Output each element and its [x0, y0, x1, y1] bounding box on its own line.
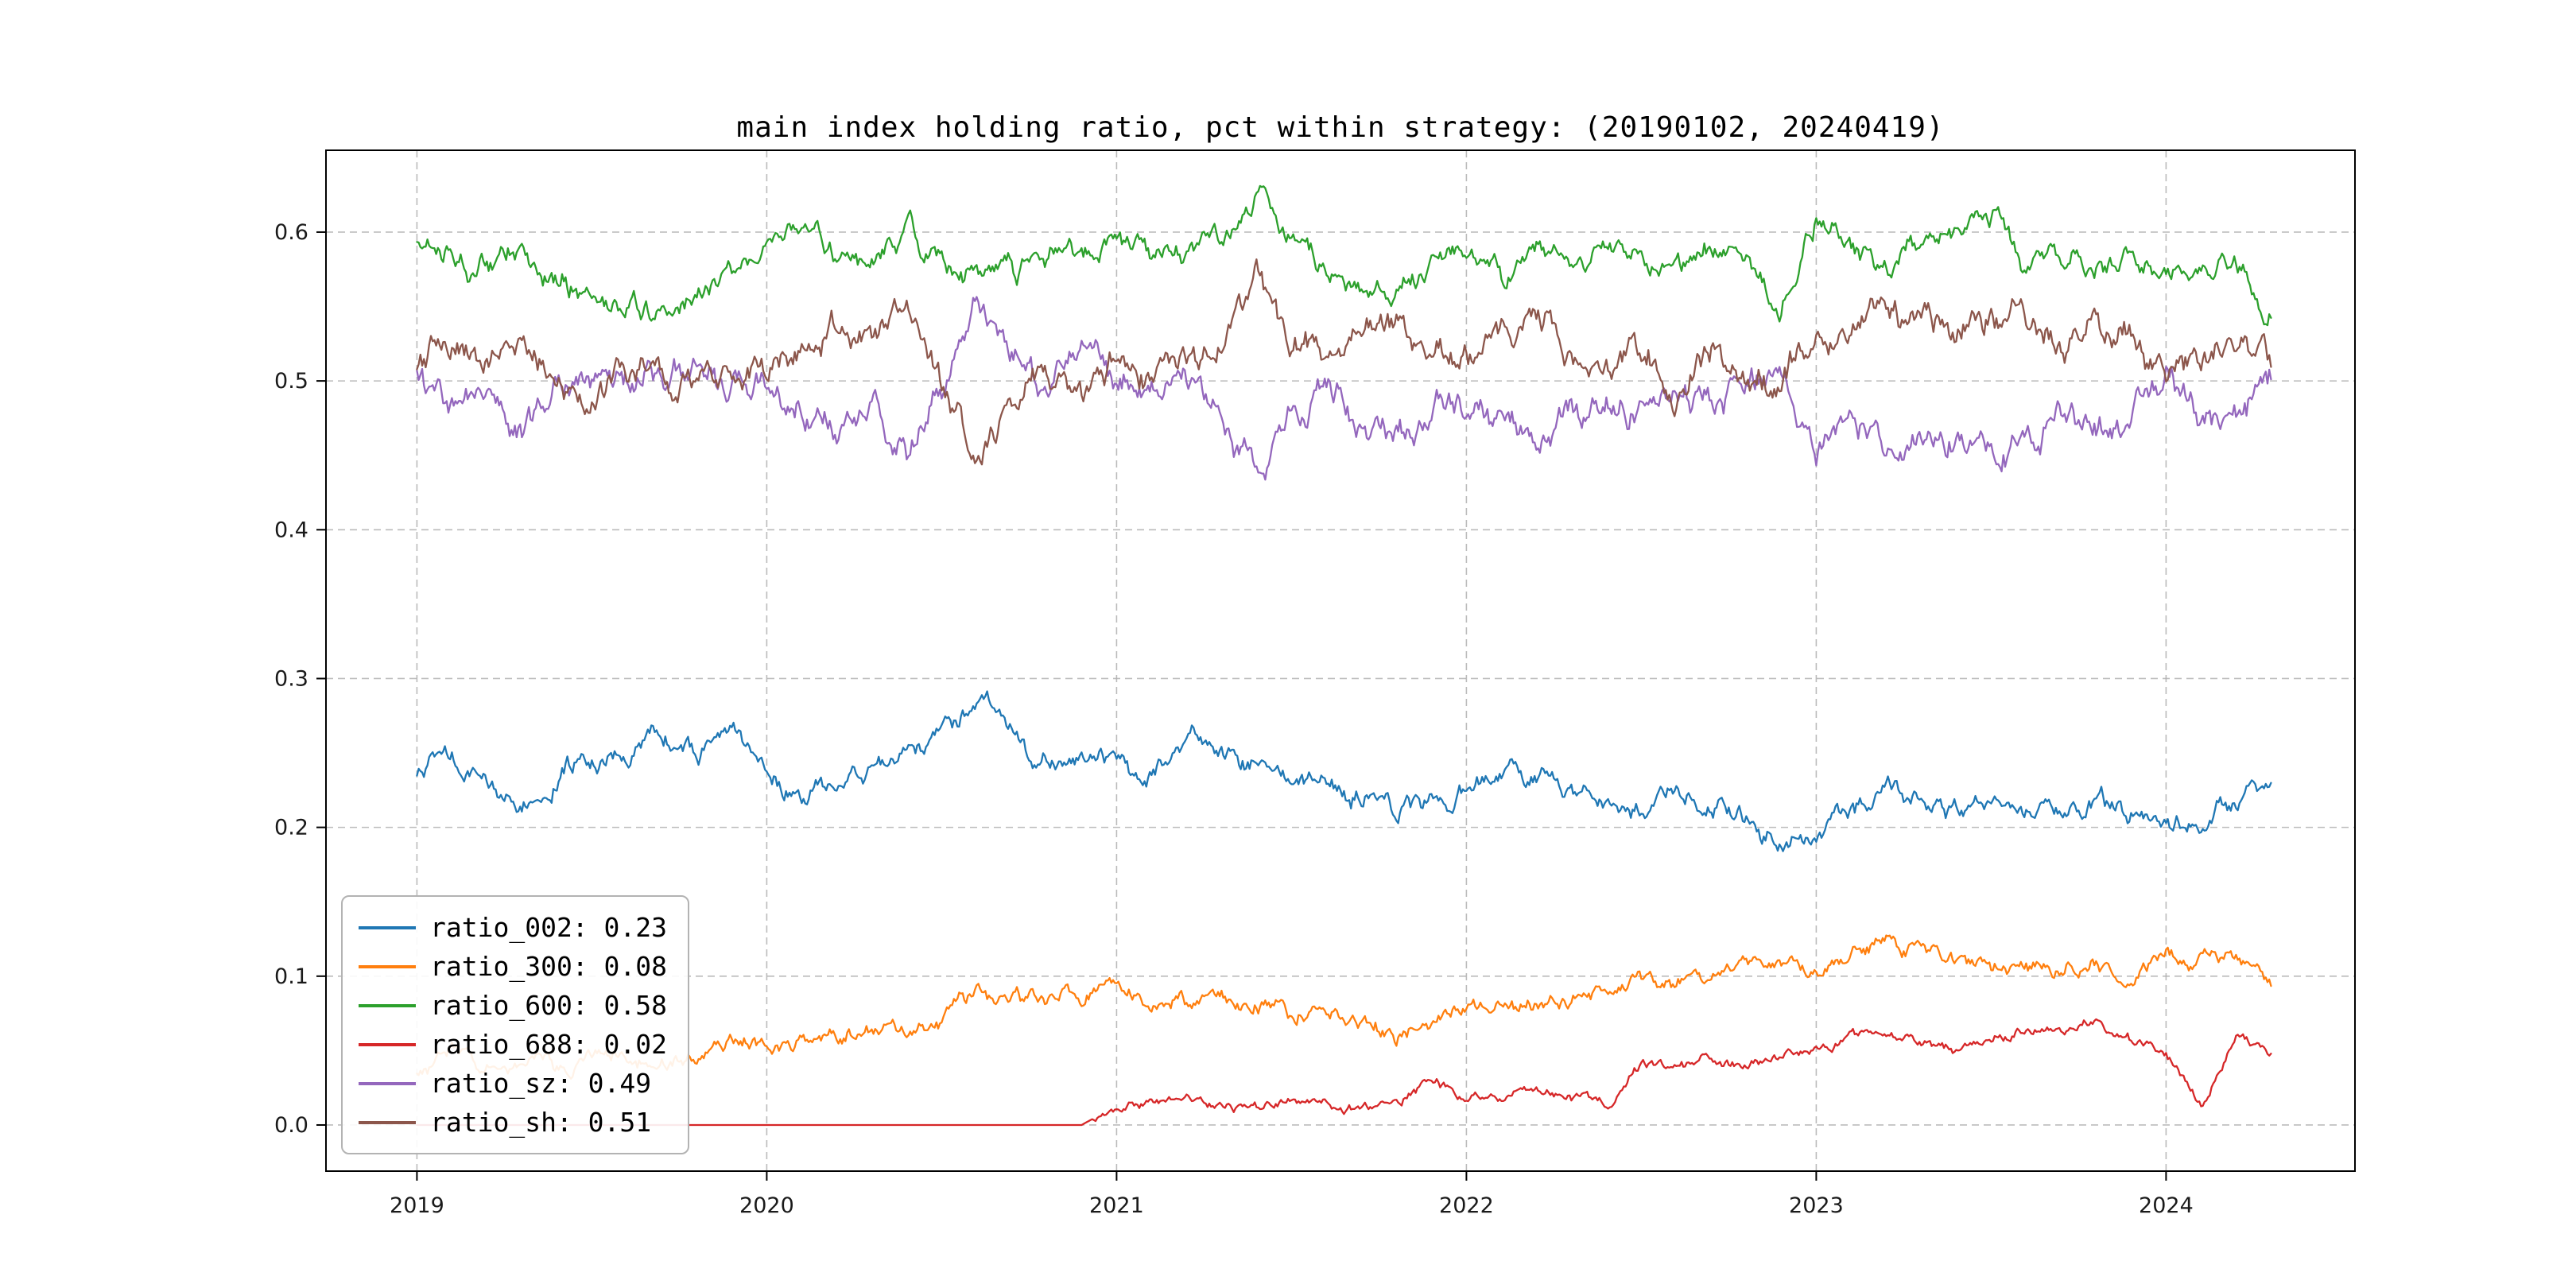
legend-label: ratio_002: 0.23	[430, 912, 668, 943]
series-ratio_300	[416, 934, 2272, 1080]
legend-item: ratio_600: 0.58	[359, 986, 667, 1025]
x-tick-label: 2023	[1789, 1193, 1844, 1218]
legend-label: ratio_sh: 0.51	[430, 1107, 652, 1138]
series-ratio_600	[416, 184, 2272, 327]
y-tick-label: 0.6	[274, 220, 308, 245]
legend-item: ratio_300: 0.08	[359, 947, 667, 986]
legend-item: ratio_sh: 0.51	[359, 1103, 667, 1142]
legend-item: ratio_sz: 0.49	[359, 1064, 667, 1103]
series-ratio_688	[416, 1018, 2272, 1127]
x-tick-label: 2019	[390, 1193, 444, 1218]
legend-line-sample	[359, 1042, 416, 1046]
legend-line-sample	[359, 964, 416, 968]
axis-ticks: 2019 2020 2021 2022 2023 2024 0.0 0.1 0.2 0.3 0.4 0…	[274, 220, 2194, 1218]
x-tick-label: 2021	[1089, 1193, 1144, 1218]
series-ratio_sz	[416, 296, 2272, 481]
series-ratio_sh	[416, 258, 2272, 466]
y-tick-label: 0.3	[274, 666, 308, 691]
legend-label: ratio_sz: 0.49	[430, 1068, 652, 1099]
legend-label: ratio_300: 0.08	[430, 951, 668, 982]
legend-label: ratio_600: 0.58	[430, 990, 668, 1021]
y-tick-label: 0.2	[274, 816, 308, 840]
y-tick-label: 0.5	[274, 369, 308, 394]
plot-border	[325, 149, 2356, 1172]
x-tick-label: 2020	[739, 1193, 794, 1218]
legend-label: ratio_688: 0.02	[430, 1029, 668, 1060]
x-tick-label: 2024	[2139, 1193, 2194, 1218]
legend-item: ratio_688: 0.02	[359, 1025, 667, 1064]
series-lines	[416, 184, 2272, 1127]
chart-title: main index holding ratio, pct within str…	[736, 111, 1945, 144]
legend-line-sample	[359, 1120, 416, 1124]
legend: ratio_002: 0.23 ratio_300: 0.08 ratio_60…	[341, 895, 690, 1154]
series-ratio_002	[416, 690, 2272, 852]
legend-line-sample	[359, 1081, 416, 1085]
y-tick-label: 0.0	[274, 1113, 308, 1138]
x-tick-label: 2022	[1439, 1193, 1494, 1218]
y-tick-label: 0.1	[274, 964, 308, 989]
legend-line-sample	[359, 925, 416, 929]
legend-item: ratio_002: 0.23	[359, 908, 667, 947]
y-tick-label: 0.4	[274, 518, 308, 542]
legend-line-sample	[359, 1003, 416, 1007]
